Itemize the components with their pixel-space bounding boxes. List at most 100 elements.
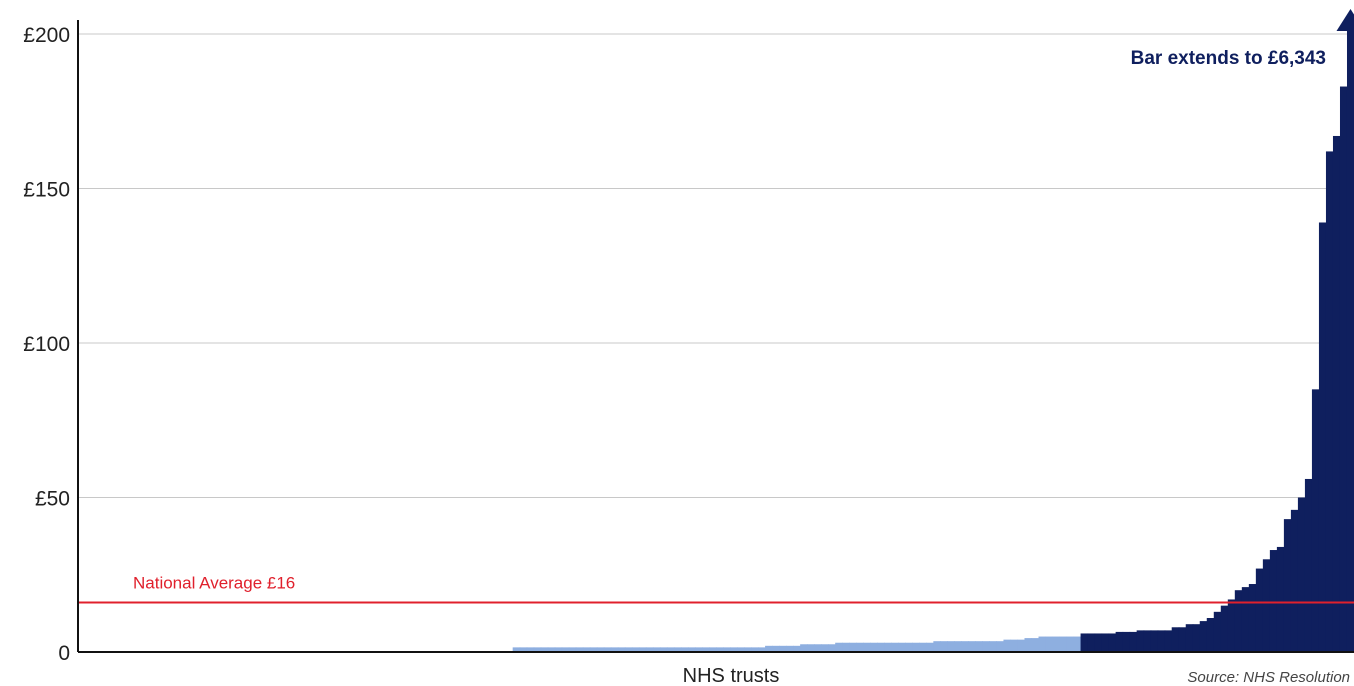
bar [1290,509,1299,652]
bar [554,647,563,652]
bar [723,647,731,652]
bar [1024,638,1033,652]
bar [842,642,850,652]
bar [989,641,998,652]
bar [519,647,528,652]
bar [666,647,675,652]
bar [540,647,549,652]
bar [1311,389,1320,652]
bar [870,642,878,652]
bar [1255,568,1264,652]
bar [1164,630,1173,652]
bar [1017,639,1026,652]
bar [1178,627,1187,652]
bar [863,642,871,652]
bar [828,644,836,652]
bar [603,647,612,652]
bar [1045,636,1054,652]
bar [1192,624,1201,652]
bar [575,647,584,652]
bar [926,642,934,652]
bar [912,642,920,652]
bar [1171,627,1180,652]
bar [1346,30,1354,652]
bar [758,647,766,652]
bar [751,647,759,652]
bars [512,30,1354,653]
bar [1101,633,1110,652]
bar [1052,636,1061,652]
bar [1269,550,1278,652]
bar [624,647,633,652]
bar [1094,633,1103,652]
bar [856,642,864,652]
bar [1318,222,1327,653]
bar [708,647,717,652]
bar [940,641,948,652]
bar [659,647,668,652]
bar [877,642,885,652]
bar [561,647,570,652]
bar [1150,630,1159,652]
bar [1297,497,1306,652]
bar [1262,559,1271,652]
bar [596,647,605,652]
bar [975,641,984,652]
bar [1031,638,1040,652]
bar [961,641,969,652]
bar [982,641,991,652]
bar [996,641,1005,652]
bar [835,642,843,652]
bar [680,647,689,652]
bar [954,641,962,652]
bar [1073,636,1082,652]
bar [638,647,647,652]
bar [772,645,780,652]
bar [1283,519,1292,652]
bar [1129,631,1138,652]
bar [737,647,745,652]
bar [905,642,913,652]
bar [1304,478,1313,652]
bar [1115,631,1124,652]
bar [1087,633,1096,652]
bar [526,647,535,652]
bar [884,642,892,652]
bar [1059,636,1068,652]
bar [786,645,794,652]
bar [765,645,773,652]
bar [610,647,619,652]
bar [821,644,829,652]
y-tick-label: £200 [23,24,70,47]
bar [652,647,661,652]
gridlines [78,33,1354,498]
bar [1010,639,1019,652]
source-note: Source: NHS Resolution [1187,669,1350,686]
bar [1325,151,1334,653]
bar [631,647,640,652]
bar [779,645,787,652]
bar [694,647,703,652]
y-tick-label: £50 [35,488,70,511]
bar [891,642,899,652]
bar [730,647,738,652]
bar [1276,546,1285,652]
bar [716,647,724,652]
bar [919,642,927,652]
bar-extends-annotation: Bar extends to £6,343 [1131,48,1326,69]
bar [1143,630,1152,652]
bar [1206,618,1215,652]
bar [673,647,682,652]
bar [1241,587,1250,652]
bar [701,647,710,652]
bar [807,644,815,652]
bar [547,647,556,652]
y-tick-labels: 0 £50 £100 £150 £200 [23,24,70,665]
bar [1080,633,1089,652]
bar [933,641,941,652]
y-tick-label: £100 [23,333,70,356]
bar [1220,605,1229,652]
bar [1003,639,1012,652]
bar [1227,599,1236,652]
